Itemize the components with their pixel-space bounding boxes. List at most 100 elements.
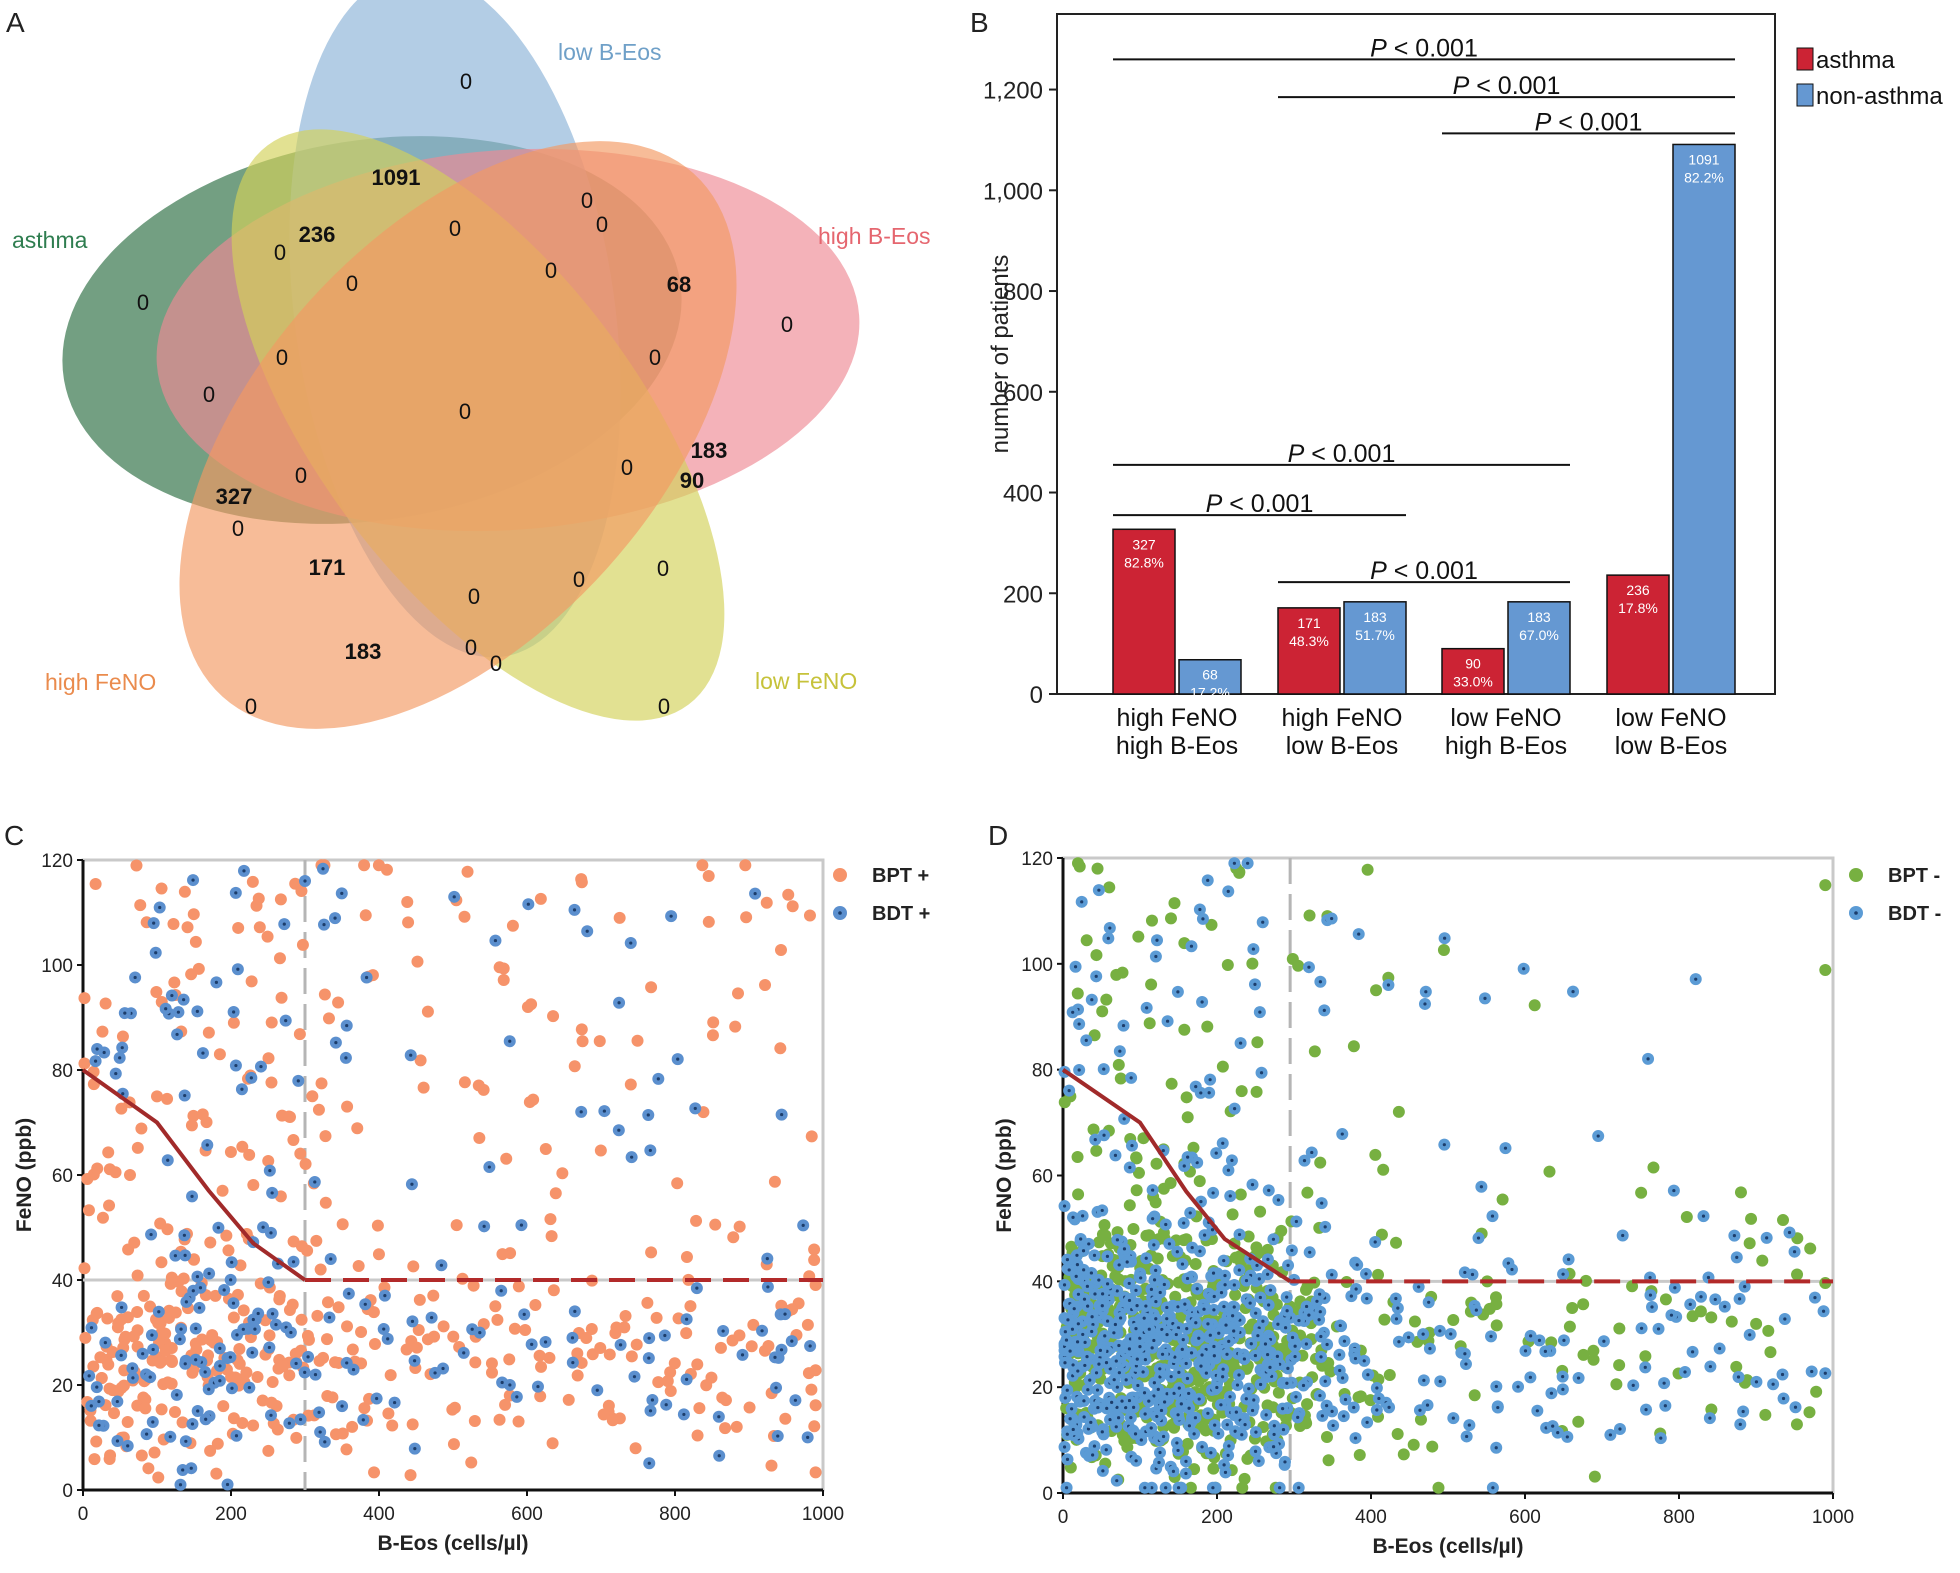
scatter-point-center	[410, 1319, 415, 1323]
scatter-point	[693, 1402, 706, 1415]
scatter-point-center	[519, 1223, 524, 1227]
scatter-point-center	[1317, 1318, 1321, 1322]
scatter-point-center	[669, 914, 673, 918]
scatter-point-center	[685, 1317, 689, 1321]
scatter-point-center	[1240, 1433, 1244, 1437]
scatter-point	[1528, 999, 1541, 1012]
bar-value-label: 327	[1132, 536, 1156, 552]
scatter-point-center	[1272, 1432, 1276, 1437]
scatter-point-center	[190, 1422, 195, 1426]
scatter-point	[1254, 1205, 1267, 1218]
panel-d-label: D	[988, 820, 1008, 851]
scatter-point-center	[1823, 1371, 1827, 1375]
scatter-point-center	[1318, 1393, 1322, 1398]
scatter-point-center	[1102, 1133, 1106, 1137]
scatter-point-center	[225, 1482, 230, 1487]
scatter-point-center	[1098, 1348, 1103, 1352]
scatter-point-center	[1159, 1408, 1164, 1413]
scatter-point	[512, 1280, 525, 1293]
scatter-point	[519, 1324, 532, 1337]
scatter-point-center	[1266, 1257, 1270, 1261]
scatter-point-center	[1226, 1453, 1230, 1457]
scatter-point	[229, 1371, 242, 1384]
scatter-point-center	[1743, 1285, 1747, 1289]
scatter-point-center	[1066, 1318, 1070, 1322]
x-tick-label: 800	[659, 1504, 691, 1525]
scatter-point-center	[1080, 900, 1084, 904]
scatter-point	[421, 1005, 434, 1018]
scatter-point-center	[282, 922, 286, 926]
scatter-point	[155, 1256, 168, 1269]
scatter-point-center	[478, 1330, 482, 1335]
scatter-point	[1112, 1058, 1125, 1071]
scatter-point	[562, 1393, 575, 1406]
scatter-point-center	[232, 1010, 236, 1014]
bar-non-asthma	[1178, 658, 1242, 695]
scatter-point-center	[776, 1434, 780, 1438]
scatter-point-center	[1792, 1250, 1797, 1254]
scatter-point-center	[1341, 1376, 1345, 1380]
scatter-point	[263, 1329, 276, 1342]
scatter-point	[549, 1187, 562, 1200]
venn-count: 0	[203, 382, 215, 407]
scatter-point-center	[345, 1023, 349, 1028]
scatter-point-center	[1063, 1396, 1067, 1400]
scatter-point	[227, 1311, 240, 1324]
scatter-point-center	[1165, 1332, 1169, 1337]
scatter-point-center	[1268, 1365, 1272, 1370]
scatter-point	[227, 1016, 240, 1029]
y-tick-label: 100	[1021, 955, 1053, 976]
scatter-point	[1140, 1229, 1153, 1242]
bar-category-label: high B-Eos	[1116, 732, 1238, 760]
scatter-point-center	[1187, 1424, 1191, 1428]
scatter-point-center	[1325, 1404, 1329, 1408]
scatter-point	[358, 859, 371, 872]
scatter-point-center	[1255, 1263, 1259, 1268]
scatter-point-center	[1304, 1304, 1309, 1309]
scatter-point	[175, 1285, 188, 1298]
scatter-point-center	[1418, 1408, 1422, 1412]
scatter-point-center	[1199, 1200, 1203, 1204]
scatter-point-center	[168, 1435, 172, 1439]
scatter-point-center	[267, 1345, 271, 1350]
scatter-point	[116, 1030, 129, 1043]
x-tick-label: 1000	[1812, 1507, 1854, 1528]
scatter-point-center	[154, 951, 158, 955]
scatter-point	[782, 888, 795, 901]
scatter-point	[273, 952, 286, 965]
scatter-point	[1496, 1193, 1509, 1206]
scatter-point-center	[1266, 1272, 1270, 1276]
scatter-point-center	[1325, 1342, 1329, 1347]
venn-count: 0	[449, 216, 461, 241]
scatter-point	[1242, 1230, 1255, 1243]
scatter-point-center	[1206, 1411, 1210, 1415]
scatter-point	[295, 1313, 308, 1326]
venn-count: 90	[680, 468, 704, 493]
bar-category-label: high FeNO	[1117, 704, 1238, 732]
scatter-point-center	[1483, 996, 1487, 1000]
scatter-point-center	[1352, 1405, 1356, 1410]
venn-label-low-feno: low FeNO	[755, 668, 857, 694]
scatter-point	[216, 1184, 229, 1197]
scatter-point-center	[1100, 1208, 1104, 1213]
scatter-point-center	[1177, 1386, 1181, 1390]
scatter-point-center	[1217, 1331, 1221, 1335]
scatter-point-center	[1337, 1353, 1341, 1357]
venn-label-high-b-eos: high B-Eos	[818, 223, 931, 249]
scatter-point-center	[1494, 1384, 1498, 1389]
scatter-point	[619, 1309, 632, 1322]
scatter-point	[500, 1152, 513, 1165]
scatter-point	[1100, 993, 1113, 1006]
scatter-point	[645, 1246, 658, 1259]
scatter-point-center	[1204, 1371, 1208, 1375]
scatter-point-center	[1182, 1164, 1186, 1168]
scatter-point-center	[1125, 1260, 1129, 1264]
scatter-point-center	[1211, 1486, 1215, 1490]
scatter-point-center	[1699, 1295, 1703, 1299]
venn-count: 0	[346, 271, 358, 296]
scatter-point-center	[1161, 1434, 1166, 1439]
scatter-point-center	[774, 1386, 778, 1390]
bar-non-asthma	[1343, 601, 1407, 695]
x-tick-label: 400	[363, 1504, 395, 1525]
scatter-point	[461, 865, 474, 878]
